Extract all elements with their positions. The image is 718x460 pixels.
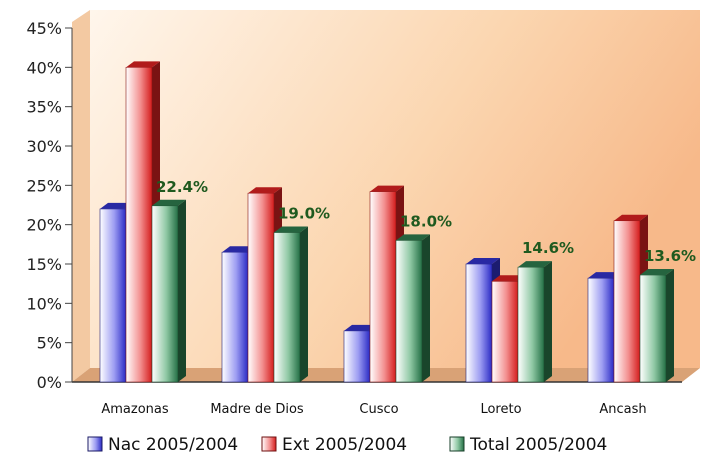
legend-label-2: Total 2005/2004 (469, 435, 607, 455)
data-label-3: 14.6% (522, 239, 574, 257)
y-tick-label: 40% (26, 58, 62, 77)
data-labels: 22.4% 19.0% 18.0% 14.6% 13.6% (156, 178, 696, 265)
bar-2-0 (151, 199, 186, 383)
legend-label-1: Ext 2005/2004 (282, 435, 407, 455)
x-tick-label: Ancash (599, 402, 646, 417)
y-tick-label: 15% (26, 255, 62, 274)
y-tick-label: 5% (37, 334, 62, 353)
x-tick-label: Amazonas (101, 402, 169, 417)
bar-2-4 (639, 269, 674, 383)
y-axis: 0% 5% 10% 15% 20% 25% 30% 35% 40% 45% (26, 19, 73, 392)
data-label-0: 22.4% (156, 178, 208, 196)
y-tick-label: 10% (26, 294, 62, 313)
bars-group (99, 61, 674, 383)
legend-swatch-0 (87, 436, 103, 452)
data-label-2: 18.0% (400, 212, 452, 230)
y-tick-label: 0% (37, 373, 62, 392)
legend-swatch-1 (261, 436, 277, 452)
x-axis: Amazonas Madre de Dios Cusco Loreto Ancash (101, 402, 646, 417)
plot-left-wall (72, 10, 90, 382)
legend: Nac 2005/2004 Ext 2005/2004 Total 2005/200… (87, 435, 607, 455)
x-tick-label: Cusco (359, 402, 398, 417)
data-label-4: 13.6% (644, 247, 696, 265)
y-tick-label: 35% (26, 98, 62, 117)
y-tick-label: 25% (26, 176, 62, 195)
bar-2-3 (517, 261, 552, 383)
y-tick-label: 20% (26, 216, 62, 235)
legend-label-0: Nac 2005/2004 (108, 435, 238, 455)
y-tick-label: 30% (26, 137, 62, 156)
x-tick-label: Loreto (480, 402, 521, 417)
bar-2-2 (395, 234, 430, 383)
y-tick-label: 45% (26, 19, 62, 38)
legend-swatch-2 (449, 436, 465, 452)
bar-2-1 (273, 226, 308, 383)
data-label-1: 19.0% (278, 205, 330, 223)
x-tick-label: Madre de Dios (210, 402, 304, 417)
